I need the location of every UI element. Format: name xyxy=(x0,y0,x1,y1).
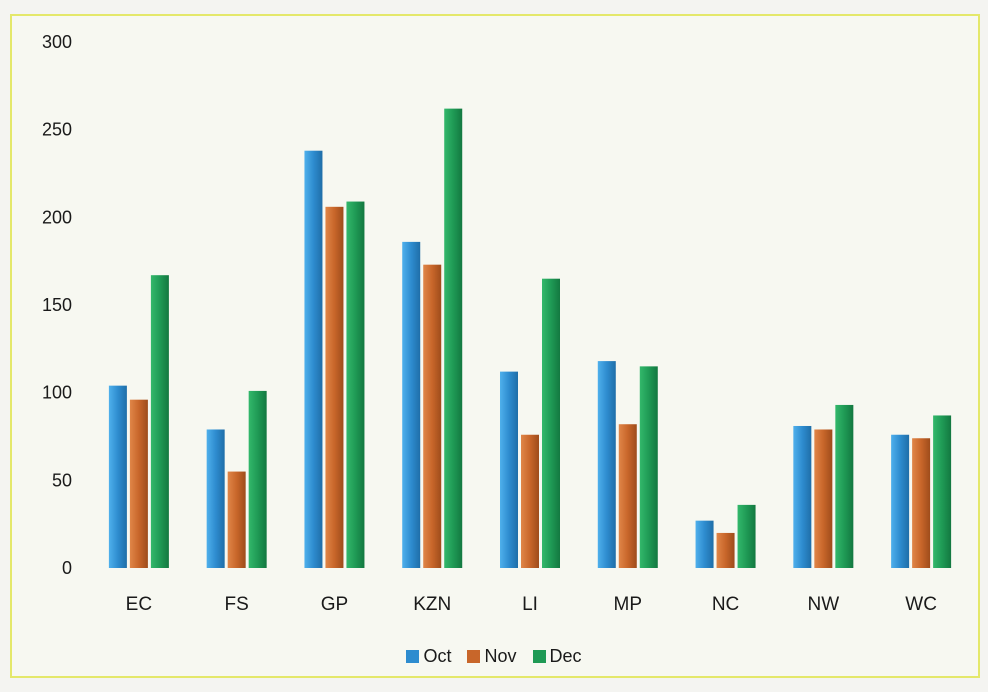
y-tick-label: 50 xyxy=(52,470,72,490)
legend-label-oct: Oct xyxy=(423,646,452,666)
x-category-label: MP xyxy=(614,594,643,615)
bar-dec-fs xyxy=(248,390,267,568)
x-category-label: FS xyxy=(225,594,249,615)
x-category-label: EC xyxy=(126,594,152,615)
y-tick-label: 0 xyxy=(62,558,72,578)
x-category-label: LI xyxy=(522,594,538,615)
bar-nov-fs xyxy=(227,471,246,568)
legend-swatch-dec xyxy=(532,650,546,663)
bar-nov-gp xyxy=(325,206,344,568)
bar-nov-mp xyxy=(618,424,637,568)
legend-item-dec: Dec xyxy=(532,646,582,667)
x-category-label: GP xyxy=(321,594,348,615)
bar-oct-gp xyxy=(304,150,323,568)
legend-swatch-nov xyxy=(467,650,481,663)
bar-oct-ec xyxy=(108,385,127,568)
y-tick-label: 250 xyxy=(42,120,72,140)
y-tick-label: 100 xyxy=(42,383,72,403)
bar-dec-mp xyxy=(639,366,658,568)
bar-oct-nw xyxy=(793,425,812,568)
bar-oct-mp xyxy=(597,361,616,568)
legend-label-dec: Dec xyxy=(549,646,582,666)
y-tick-label: 300 xyxy=(42,32,72,52)
bar-dec-wc xyxy=(933,415,952,568)
legend-item-nov: Nov xyxy=(467,646,517,667)
bar-dec-kzn xyxy=(444,108,463,569)
bar-oct-wc xyxy=(891,434,910,568)
bar-dec-nc xyxy=(737,504,756,568)
bar-nov-nw xyxy=(814,429,833,568)
y-tick-label: 200 xyxy=(42,207,72,227)
bar-oct-li xyxy=(500,371,518,568)
legend: Oct Nov Dec xyxy=(0,646,988,667)
legend-label-nov: Nov xyxy=(484,646,517,666)
bar-oct-nc xyxy=(695,520,714,568)
bar-nov-nc xyxy=(716,532,735,568)
x-category-label: KZN xyxy=(413,594,451,615)
bar-dec-gp xyxy=(346,201,365,568)
x-category-label: NC xyxy=(712,594,739,615)
legend-swatch-oct xyxy=(406,650,420,663)
legend-item-oct: Oct xyxy=(406,646,451,667)
bar-nov-li xyxy=(521,434,539,568)
x-category-label: NW xyxy=(808,594,840,615)
bar-nov-wc xyxy=(912,438,931,568)
bar-dec-nw xyxy=(835,404,854,568)
bar-nov-ec xyxy=(129,399,148,568)
bar-dec-ec xyxy=(150,275,169,568)
bar-oct-fs xyxy=(206,429,225,568)
y-tick-label: 150 xyxy=(42,295,72,315)
x-category-label: WC xyxy=(905,594,937,615)
bar-oct-kzn xyxy=(402,241,421,568)
bar-nov-kzn xyxy=(423,264,442,568)
bar-dec-li xyxy=(542,278,560,568)
